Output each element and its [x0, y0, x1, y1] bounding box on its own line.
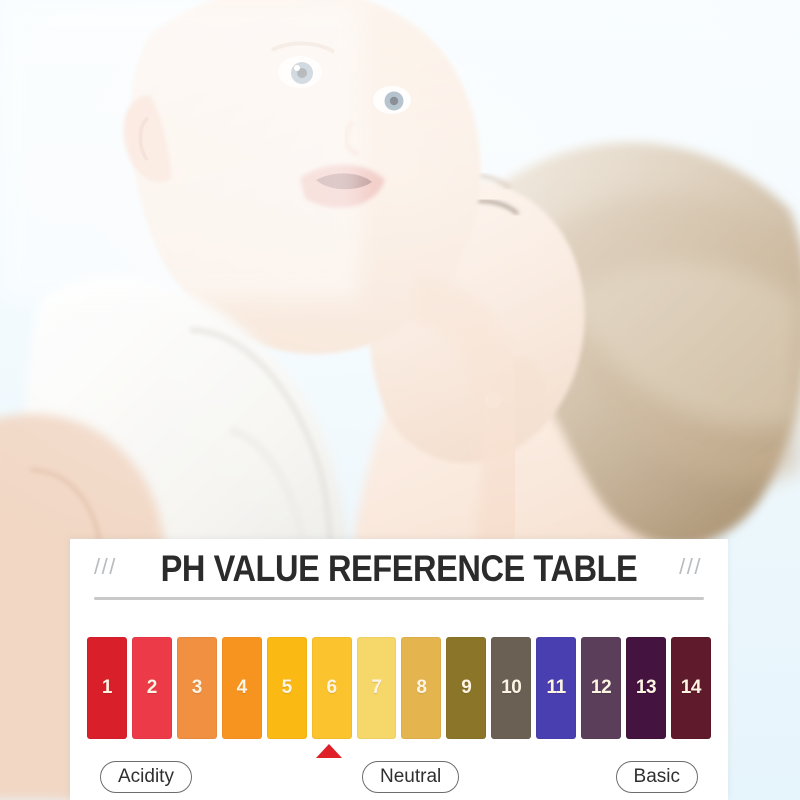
- ph-scale-legend: Acidity Neutral Basic: [87, 761, 711, 795]
- ph-swatch-label: 3: [191, 677, 203, 698]
- ph-swatch-8[interactable]: 8: [401, 637, 442, 739]
- ph-swatch-label: 5: [281, 677, 293, 698]
- legend-pill-acidity: Acidity: [100, 761, 192, 793]
- ph-swatch-10[interactable]: 10: [491, 637, 532, 739]
- ph-swatch-9[interactable]: 9: [446, 637, 487, 739]
- ph-swatch-label: 11: [546, 677, 567, 698]
- ph-swatch-13[interactable]: 13: [626, 637, 666, 739]
- ph-swatch-6[interactable]: 6: [311, 637, 352, 739]
- ph-swatch-4[interactable]: 4: [221, 637, 262, 739]
- card-header: /// PH VALUE REFERENCE TABLE ///: [70, 539, 728, 601]
- ph-swatch-label: 6: [326, 677, 337, 698]
- ph-swatch-label: 13: [635, 677, 657, 698]
- ph-swatch-label: 14: [680, 677, 702, 698]
- ph-swatch-12[interactable]: 12: [581, 637, 622, 739]
- ph-swatch-label: 12: [590, 677, 612, 698]
- legend-pill-basic: Basic: [615, 761, 698, 793]
- ph-swatch-label: 2: [146, 677, 158, 698]
- ph-swatch-label: 1: [101, 677, 113, 698]
- ph-swatch-14[interactable]: 14: [670, 637, 711, 739]
- slash-decoration-right-icon: ///: [679, 554, 702, 579]
- photo-highlight: [0, 0, 360, 300]
- up-triangle-pointer-icon: [316, 744, 342, 758]
- ph-swatch-11[interactable]: 11: [536, 637, 577, 739]
- slash-decoration-left-icon: ///: [94, 554, 117, 579]
- ph-swatch-5[interactable]: 5: [266, 637, 307, 739]
- ph-swatch-7[interactable]: 7: [356, 637, 397, 739]
- ph-swatch-label: 8: [416, 677, 427, 698]
- title-divider: [94, 597, 704, 600]
- ph-swatch-1[interactable]: 1: [87, 637, 127, 739]
- legend-pill-neutral: Neutral: [362, 761, 460, 793]
- ph-swatch-2[interactable]: 2: [131, 637, 172, 739]
- ph-swatch-label: 7: [371, 677, 382, 698]
- ph-swatch-3[interactable]: 3: [176, 637, 217, 739]
- page-title: PH VALUE REFERENCE TABLE: [160, 548, 638, 589]
- ph-swatch-label: 9: [461, 677, 472, 698]
- ph-swatch-strip: 1 2 3 4 5 6 7 8 9 10 11 12 13 14: [87, 637, 711, 739]
- ph-swatch-label: 10: [501, 677, 522, 698]
- ph-swatch-label: 4: [236, 677, 248, 698]
